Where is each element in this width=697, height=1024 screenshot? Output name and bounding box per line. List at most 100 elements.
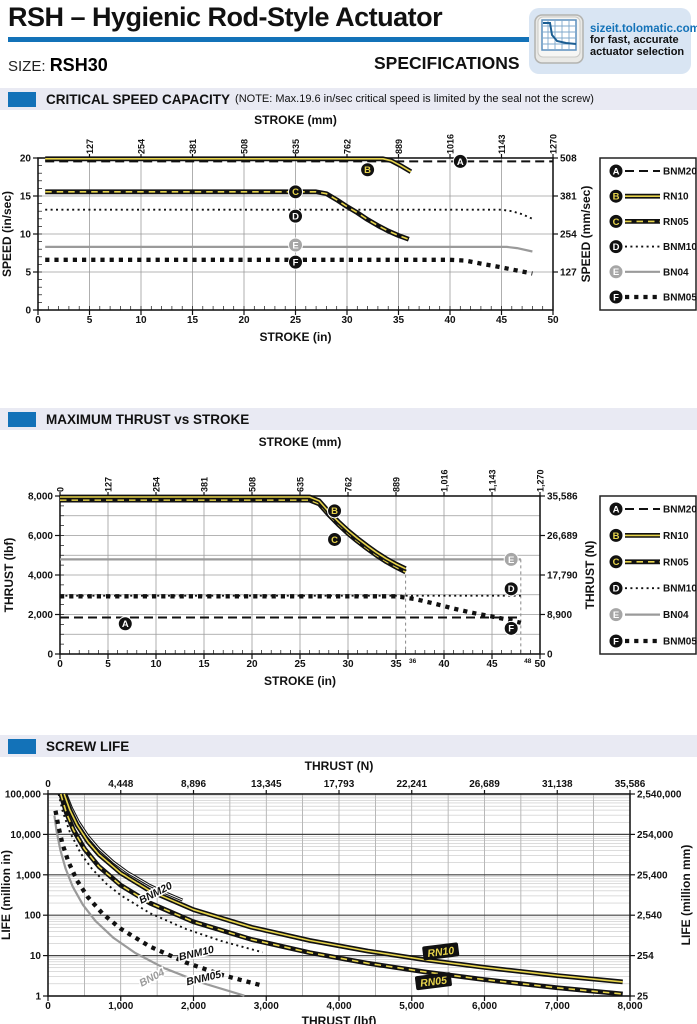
right-tick-label: 508 xyxy=(560,154,577,165)
svg-text:B: B xyxy=(613,192,620,203)
left-tick-label: 100 xyxy=(24,911,41,922)
right-tick-label: 381 xyxy=(560,192,577,203)
right-tick-label: 127 xyxy=(560,268,577,279)
top-axis-title: STROKE (mm) xyxy=(254,113,337,127)
series-marker-D: D xyxy=(608,239,624,255)
sizeit-badge-link[interactable]: sizeit.tolomatic.com for fast, accurate … xyxy=(529,8,697,74)
left-tick-label: 10 xyxy=(30,951,42,962)
series-BN04 xyxy=(45,245,533,253)
top-tick-label: 254 xyxy=(152,477,162,492)
legend-label: RN05 xyxy=(663,217,689,228)
svg-text:F: F xyxy=(613,292,619,303)
right-tick-label: 2,540 xyxy=(637,911,662,922)
size-value: RSH30 xyxy=(49,55,108,75)
svg-text:E: E xyxy=(292,240,298,251)
svg-text:RN05: RN05 xyxy=(420,975,448,990)
top-tick-label: 127 xyxy=(104,477,114,492)
series-marker-D: D xyxy=(288,208,303,224)
section-title: SCREW LIFE xyxy=(46,738,130,754)
series-marker-E: E xyxy=(608,264,624,280)
right-tick-label: 35,586 xyxy=(547,492,578,503)
right-tick-label: 254,000 xyxy=(637,830,674,841)
svg-text:F: F xyxy=(293,258,299,269)
bottom-tick-label: 7,000 xyxy=(545,1001,570,1012)
curve-label-RN05: RN05 xyxy=(414,972,452,991)
legend-label: BNM05 xyxy=(663,637,697,648)
legend-item-BN04: E BN04 xyxy=(608,264,689,280)
series-RN05 xyxy=(58,793,623,997)
bottom-tick-label: 35 xyxy=(393,315,405,326)
legend-label: BN04 xyxy=(663,267,689,278)
top-tick-label: 762 xyxy=(344,477,354,492)
svg-text:F: F xyxy=(613,636,619,647)
legend-label: BNM05 xyxy=(663,293,697,304)
curve-label-BNM10: BNM10 xyxy=(178,944,216,964)
left-axis-title: THRUST (lbf) xyxy=(2,538,16,613)
bottom-tick-label: 5,000 xyxy=(399,1001,424,1012)
series-marker-C: C xyxy=(288,184,303,200)
left-tick-label: 1 xyxy=(35,992,41,1003)
legend-label: BNM20 xyxy=(663,505,697,516)
page-title: RSH – Hygienic Rod-Style Actuator xyxy=(8,2,443,32)
svg-text:C: C xyxy=(613,557,620,568)
bottom-tick-label: 0 xyxy=(57,659,63,670)
section-title: CRITICAL SPEED CAPACITY xyxy=(46,91,231,107)
left-tick-label: 15 xyxy=(20,192,32,203)
sizeit-key-icon xyxy=(533,13,585,70)
top-axis-title: THRUST (N) xyxy=(305,759,374,773)
series-marker-E: E xyxy=(608,607,624,623)
right-tick-label: 25 xyxy=(637,992,649,1003)
bottom-tick-label: 35 xyxy=(390,659,402,670)
series-marker-C: C xyxy=(327,531,343,547)
series-BNM20 xyxy=(64,793,184,902)
top-tick-label: 635 xyxy=(291,139,301,154)
left-tick-label: 5 xyxy=(25,268,31,279)
grid xyxy=(48,794,630,996)
top-tick-label: 254 xyxy=(137,139,147,154)
bottom-tick-label: 4,000 xyxy=(326,1001,351,1012)
bottom-tick-label: 1,000 xyxy=(108,1001,133,1012)
series-marker-B: B xyxy=(608,188,624,204)
top-tick-label: 508 xyxy=(248,477,258,492)
series-RN10 xyxy=(60,494,407,571)
legend-item-BNM20: A BNM20 xyxy=(608,163,697,179)
top-tick-label: 1016 xyxy=(446,134,456,154)
series-marker-A: A xyxy=(117,616,133,632)
specifications-heading: SPECIFICATIONS xyxy=(374,53,520,73)
top-tick-label: 1,016 xyxy=(440,469,450,492)
top-tick-label: 508 xyxy=(240,139,250,154)
series-marker-B: B xyxy=(608,527,624,543)
left-axis-title: LIFE (million in) xyxy=(0,850,13,940)
top-tick-label: 0 xyxy=(56,487,66,492)
right-axis-title: LIFE (million mm) xyxy=(679,845,693,946)
bottom-tick-label: 0 xyxy=(35,315,41,326)
bottom-tick-label: 0 xyxy=(45,1001,51,1012)
svg-text:B: B xyxy=(331,506,338,517)
bottom-tick-label: 40 xyxy=(444,315,456,326)
size-line: SIZE: RSH30 xyxy=(8,55,108,76)
legend-label: RN10 xyxy=(663,192,689,203)
chart-svg-screw-life: THRUST (N) 0 4,448 8,896 13,345 17,793 22,241 2… xyxy=(0,759,693,1024)
series-marker-A: A xyxy=(452,153,468,169)
bottom-axis-title: THRUST (lbf) xyxy=(302,1014,377,1024)
sizeit-url[interactable]: sizeit.tolomatic.com xyxy=(590,22,697,35)
right-axis-title: SPEED (mm/sec) xyxy=(579,186,593,283)
series-marker-F: F xyxy=(608,633,624,649)
svg-text:E: E xyxy=(613,610,619,621)
ref-tick-label: 48 xyxy=(524,658,532,665)
right-axis-title: THRUST (N) xyxy=(583,541,597,610)
svg-text:F: F xyxy=(508,624,514,635)
chart-svg-critical-speed: STROKE (mm) 127 254 381 508 635 762 889 1016 1143… xyxy=(0,113,697,344)
series-marker-F: F xyxy=(288,254,303,270)
top-tick-label: 31,138 xyxy=(542,779,573,790)
curve-label-RN10: RN10 xyxy=(422,942,460,961)
right-tick-label: 17,790 xyxy=(547,571,578,582)
series-marker-B: B xyxy=(327,503,343,519)
series-marker-D: D xyxy=(608,580,624,596)
grid xyxy=(38,158,553,310)
bottom-tick-label: 15 xyxy=(198,659,210,670)
series-marker-A: A xyxy=(608,163,624,179)
title-rule xyxy=(8,37,532,42)
bottom-tick-label: 50 xyxy=(534,659,546,670)
